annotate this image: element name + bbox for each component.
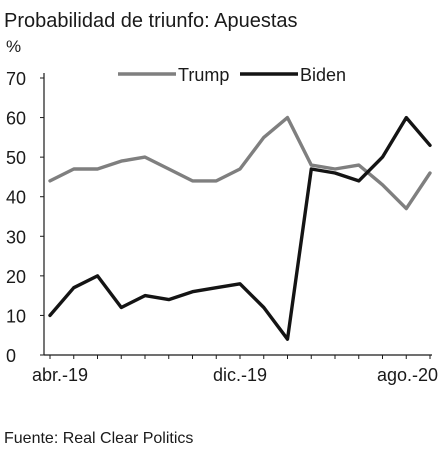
y-tick-label: 20: [6, 267, 26, 287]
legend: Trump Biden: [118, 65, 346, 85]
y-tick-label: 50: [6, 148, 26, 168]
source-note: Fuente: Real Clear Politics: [4, 430, 193, 447]
series-layer: [50, 117, 430, 339]
chart-title: Probabilidad de triunfo: Apuestas: [4, 10, 298, 32]
y-tick-label: 60: [6, 109, 26, 129]
series-line-trump: [50, 118, 430, 209]
legend-label-biden: Biden: [300, 65, 346, 85]
legend-label-trump: Trump: [178, 65, 229, 85]
x-tick-label: abr.-19: [32, 365, 88, 385]
series-line-biden: [50, 118, 430, 340]
x-axis: abr.-19 dic.-19 ago.-20: [32, 355, 438, 385]
y-tick-label: 10: [6, 306, 26, 326]
y-axis-unit-label: %: [6, 37, 21, 56]
x-tick-label: dic.-19: [213, 365, 267, 385]
y-tick-label: 40: [6, 188, 26, 208]
x-tick-label: ago.-20: [377, 365, 438, 385]
y-tick-label: 70: [6, 69, 26, 89]
y-tick-label: 0: [6, 346, 16, 366]
y-axis: 0 10 20 30 40 50 60 70: [6, 69, 44, 366]
y-tick-label: 30: [6, 227, 26, 247]
